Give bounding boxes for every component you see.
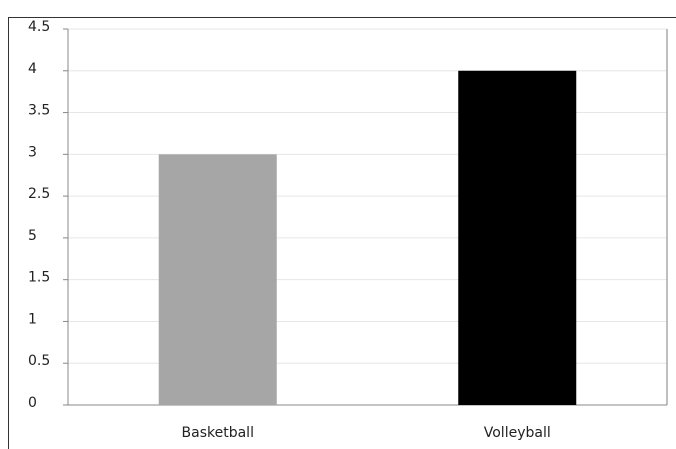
x-tick-label: Volleyball — [484, 425, 551, 441]
y-tick-label: 0.5 — [28, 353, 50, 369]
y-tick-label: 1.5 — [28, 270, 50, 286]
y-tick-label: 3 — [28, 144, 37, 160]
x-tick-label: Basketball — [182, 425, 254, 441]
y-tick-label: 0 — [28, 395, 37, 411]
y-tick-label: 3.5 — [28, 103, 50, 119]
y-tick-label: 4.5 — [28, 19, 50, 35]
bar — [458, 70, 577, 406]
y-tick-label: 5 — [28, 228, 37, 244]
y-tick-label: 1 — [28, 311, 37, 327]
y-tick-label: 2.5 — [28, 186, 50, 202]
bar — [158, 154, 277, 405]
y-tick-label: 4 — [28, 61, 37, 77]
